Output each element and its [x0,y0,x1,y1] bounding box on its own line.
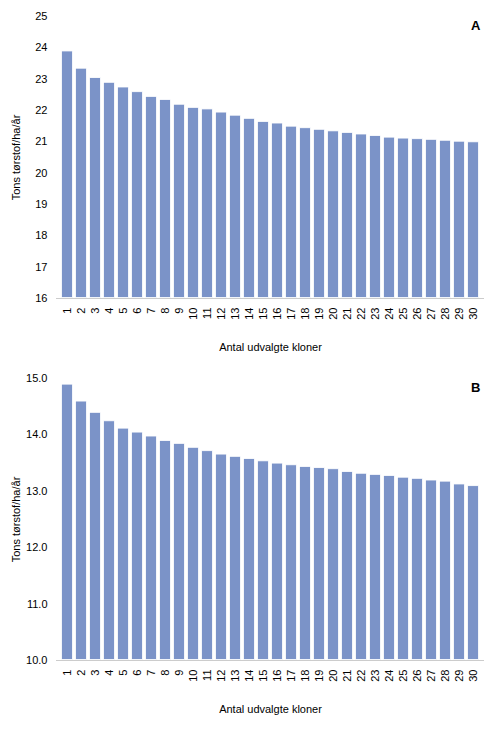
svg-text:27: 27 [425,308,437,320]
svg-text:24: 24 [383,670,395,682]
svg-text:21: 21 [35,135,47,147]
svg-text:15: 15 [257,670,269,682]
svg-text:Antal udvalgte kloner: Antal udvalgte kloner [219,703,322,715]
svg-text:5: 5 [117,670,129,676]
svg-text:8: 8 [159,670,171,676]
svg-text:25: 25 [35,10,47,22]
svg-text:23: 23 [369,670,381,682]
svg-text:23: 23 [369,308,381,320]
svg-text:4: 4 [103,308,115,314]
svg-text:11: 11 [201,670,213,681]
svg-text:26: 26 [411,670,423,682]
svg-text:7: 7 [145,670,157,676]
svg-text:Tons tørstof/ha/år: Tons tørstof/ha/år [10,476,22,562]
svg-text:20: 20 [35,167,47,179]
svg-text:19: 19 [313,670,325,682]
svg-text:20: 20 [327,670,339,682]
svg-text:26: 26 [411,308,423,320]
svg-text:13: 13 [229,308,241,320]
svg-text:12.0: 12.0 [26,541,47,553]
svg-text:Tons tørstof/ha/år: Tons tørstof/ha/år [10,114,22,200]
svg-text:24: 24 [35,41,47,53]
svg-text:29: 29 [453,670,465,682]
svg-text:30: 30 [467,670,479,682]
svg-text:9: 9 [173,308,185,314]
svg-text:21: 21 [341,308,353,320]
svg-text:10: 10 [187,308,199,320]
svg-text:22: 22 [35,104,47,116]
svg-text:6: 6 [131,308,143,314]
svg-text:17: 17 [35,261,47,273]
svg-text:29: 29 [453,308,465,320]
svg-text:10: 10 [187,670,199,682]
svg-text:30: 30 [467,308,479,320]
svg-text:22: 22 [355,670,367,682]
svg-text:16: 16 [271,308,283,320]
svg-text:25: 25 [397,670,409,682]
svg-text:1: 1 [61,308,73,314]
svg-text:23: 23 [35,73,47,85]
svg-text:28: 28 [439,308,451,320]
svg-text:27: 27 [425,670,437,682]
svg-text:21: 21 [341,670,353,682]
svg-text:24: 24 [383,308,395,320]
svg-text:19: 19 [313,308,325,320]
svg-text:16: 16 [35,292,47,304]
svg-text:2: 2 [75,308,87,314]
svg-text:3: 3 [89,308,101,314]
svg-text:18: 18 [35,229,47,241]
svg-text:9: 9 [173,670,185,676]
svg-text:6: 6 [131,670,143,676]
svg-text:5: 5 [117,308,129,314]
svg-text:15: 15 [257,308,269,320]
svg-text:17: 17 [285,308,297,320]
svg-text:11.0: 11.0 [27,598,48,610]
svg-text:4: 4 [103,670,115,676]
svg-text:15.0: 15.0 [26,372,47,384]
svg-text:14: 14 [243,308,255,320]
svg-text:7: 7 [145,308,157,314]
svg-text:12: 12 [215,670,227,682]
svg-text:Antal udvalgte kloner: Antal udvalgte kloner [219,341,322,353]
svg-text:22: 22 [355,308,367,320]
svg-text:14: 14 [243,670,255,682]
svg-text:A: A [471,18,481,33]
svg-text:2: 2 [75,670,87,676]
svg-text:12: 12 [215,308,227,320]
svg-text:8: 8 [159,308,171,314]
svg-text:14.0: 14.0 [26,428,47,440]
svg-text:17: 17 [285,670,297,682]
svg-text:28: 28 [439,670,451,682]
svg-text:B: B [471,380,480,395]
svg-text:11: 11 [201,308,213,319]
svg-text:18: 18 [299,670,311,682]
svg-text:3: 3 [89,670,101,676]
svg-text:13: 13 [229,670,241,682]
svg-text:25: 25 [397,308,409,320]
svg-text:16: 16 [271,670,283,682]
svg-text:19: 19 [35,198,47,210]
svg-text:13.0: 13.0 [26,485,47,497]
svg-text:18: 18 [299,308,311,320]
svg-text:1: 1 [61,670,73,676]
svg-text:20: 20 [327,308,339,320]
svg-text:10.0: 10.0 [26,654,47,666]
